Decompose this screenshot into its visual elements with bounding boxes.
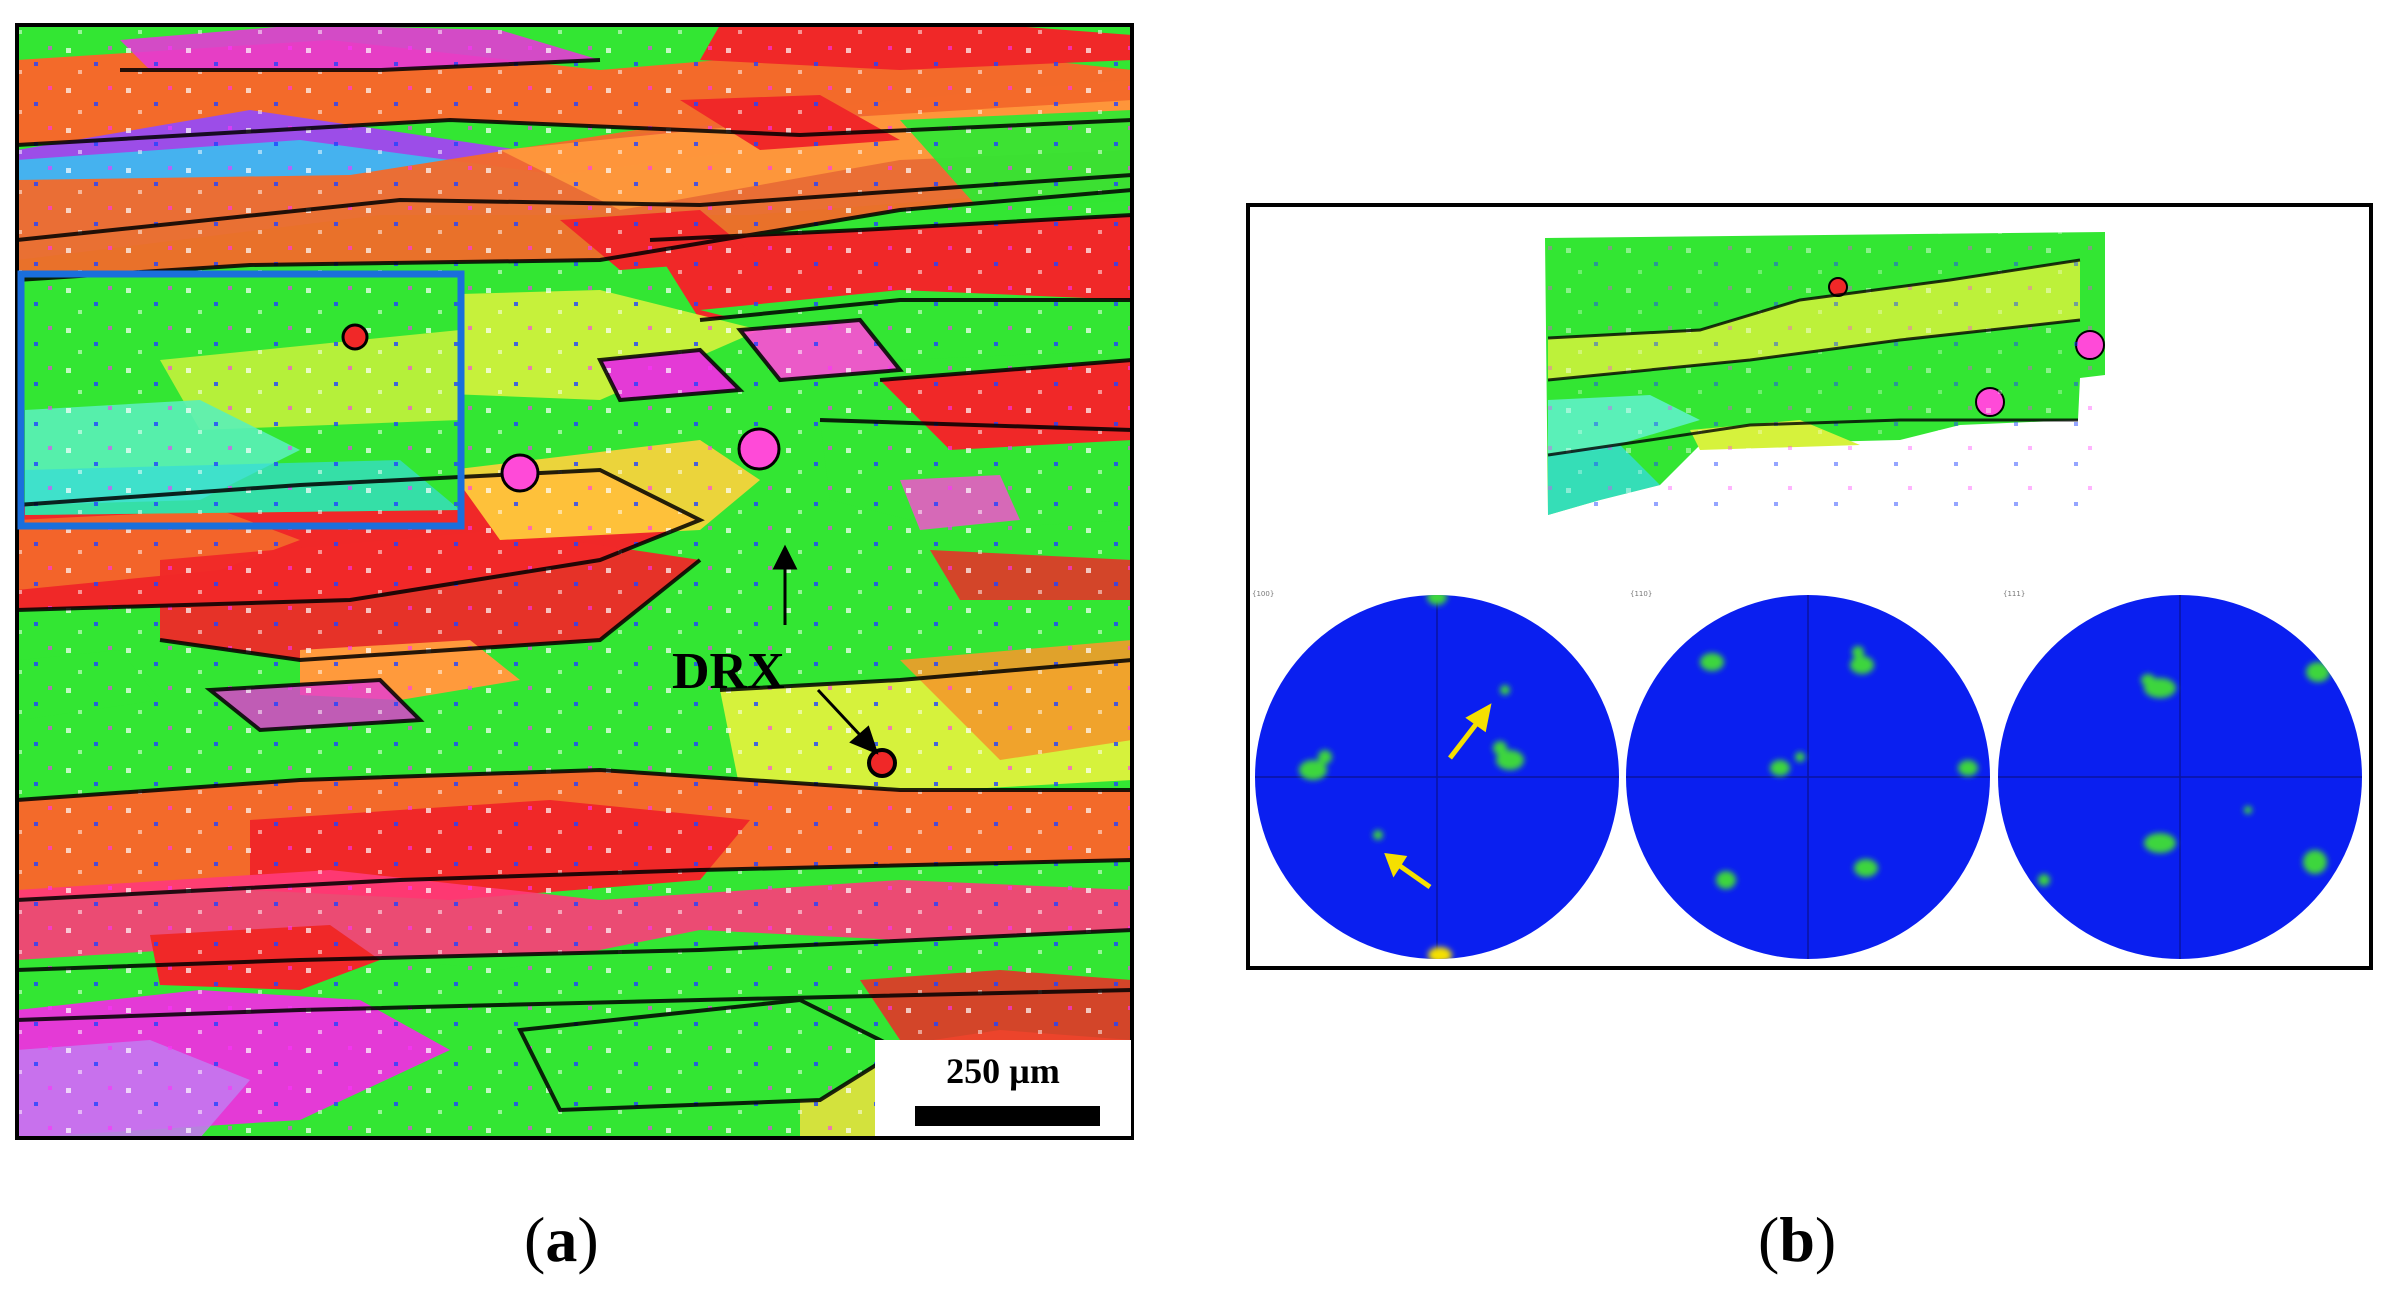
scale-bar-label: 250 µm xyxy=(946,1051,1060,1091)
ebsd-crop-b xyxy=(1545,232,2105,515)
drx-arrows xyxy=(772,544,879,755)
panel-label-a: (a) xyxy=(524,1204,599,1275)
pole-figure-1: {100} xyxy=(1252,590,1619,959)
scale-bar: 250 µm xyxy=(875,1040,1131,1136)
pole-figure-3-title: {111} xyxy=(2003,590,2025,598)
pole-arrows xyxy=(1384,703,1492,890)
pole-figure-2: {110} xyxy=(1626,590,1990,959)
panel-label-b: (b) xyxy=(1758,1204,1837,1275)
pole-figure-3: {111} xyxy=(1998,590,2362,959)
pole-figure-2-title: {110} xyxy=(1630,590,1652,598)
roi-box xyxy=(17,270,465,530)
ebsd-map-a xyxy=(17,25,1132,1138)
drx-label: DRX xyxy=(672,643,785,700)
map-a-border xyxy=(15,23,1134,1140)
pole-figure-1-title: {100} xyxy=(1252,590,1274,598)
